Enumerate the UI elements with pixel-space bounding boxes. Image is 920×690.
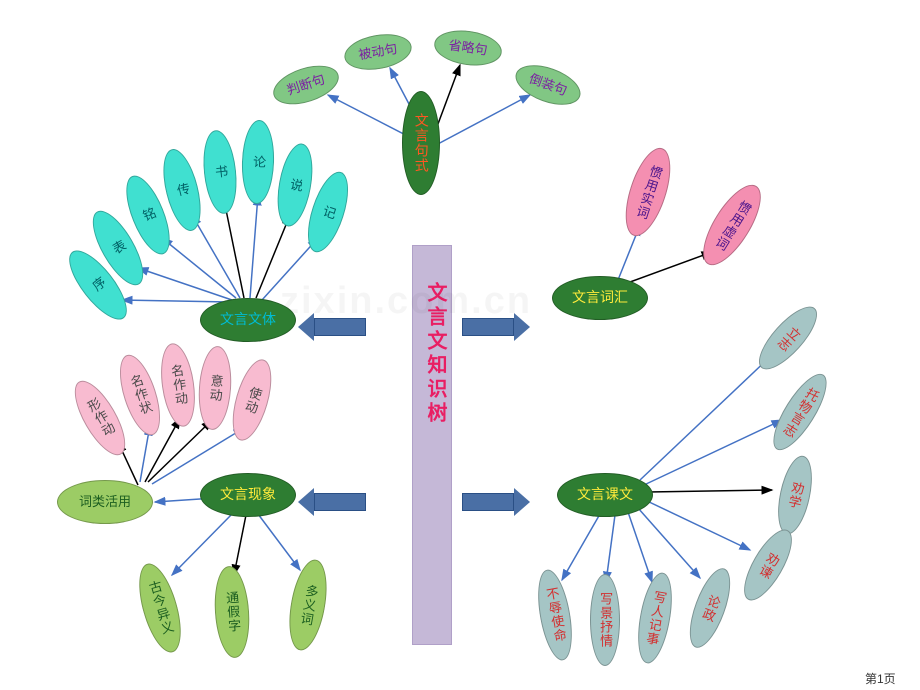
center-title: 文言文知识树 [421,282,450,426]
block-arrow [298,313,366,341]
node-写景抒情: 写景抒情 [590,574,620,666]
node-style_hub: 文言文体 [200,298,296,342]
page-number: 第1页 [865,670,896,687]
node-vocab_hub: 文言词汇 [552,276,648,320]
block-arrow [462,313,530,341]
node-词类活用: 词类活用 [57,480,153,524]
block-arrow [462,488,530,516]
node-sentence_hub: 文言句式 [402,91,440,195]
node-phenom_hub: 文言现象 [200,473,296,517]
block-arrow [298,488,366,516]
node-text_hub: 文言课文 [557,473,653,517]
